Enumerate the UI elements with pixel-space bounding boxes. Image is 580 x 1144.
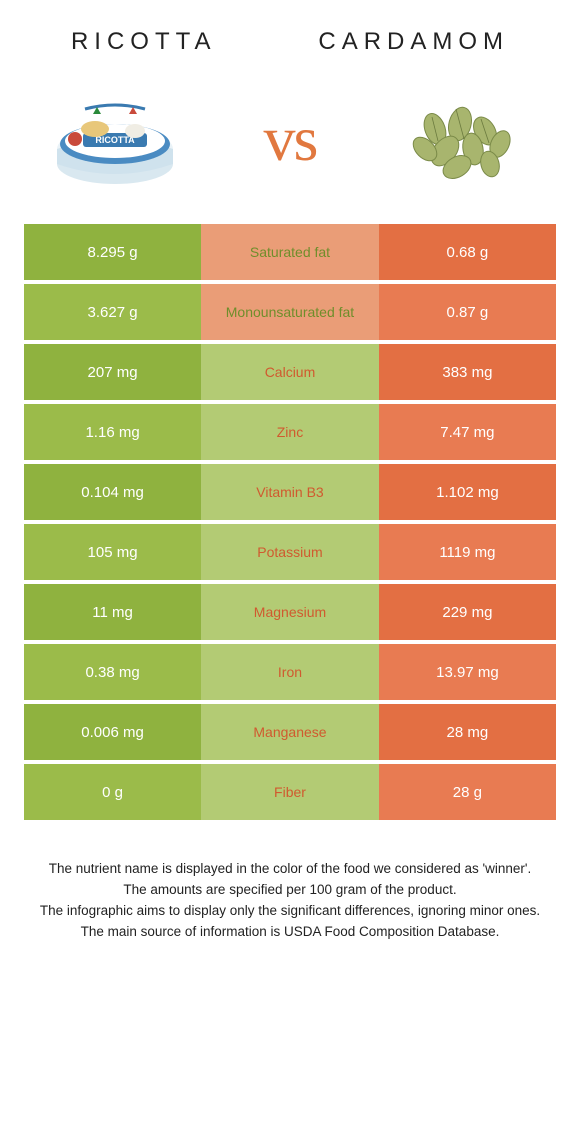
footer-line: The amounts are specified per 100 gram o…	[30, 881, 550, 900]
left-value: 207 mg	[24, 344, 201, 400]
nutrient-label: Magnesium	[201, 584, 379, 640]
vs-label: vs	[264, 102, 317, 176]
ricotta-image: RICOTTA	[40, 84, 190, 194]
table-row: 11 mgMagnesium229 mg	[24, 584, 556, 640]
nutrient-label: Zinc	[201, 404, 379, 460]
nutrient-label: Monounsaturated fat	[201, 284, 379, 340]
comparison-table: 8.295 gSaturated fat0.68 g3.627 gMonouns…	[24, 224, 556, 820]
left-value: 0.104 mg	[24, 464, 201, 520]
footer-line: The nutrient name is displayed in the co…	[30, 860, 550, 879]
table-row: 0 gFiber28 g	[24, 764, 556, 820]
right-value: 1119 mg	[379, 524, 556, 580]
footer-line: The infographic aims to display only the…	[30, 902, 550, 921]
right-value: 229 mg	[379, 584, 556, 640]
nutrient-label: Manganese	[201, 704, 379, 760]
left-value: 105 mg	[24, 524, 201, 580]
right-value: 28 g	[379, 764, 556, 820]
images-row: RICOTTA vs	[0, 64, 580, 224]
table-row: 3.627 gMonounsaturated fat0.87 g	[24, 284, 556, 340]
right-value: 13.97 mg	[379, 644, 556, 700]
table-row: 1.16 mgZinc7.47 mg	[24, 404, 556, 460]
table-row: 0.38 mgIron13.97 mg	[24, 644, 556, 700]
left-value: 3.627 g	[24, 284, 201, 340]
footer-line: The main source of information is USDA F…	[30, 923, 550, 942]
nutrient-label: Vitamin B3	[201, 464, 379, 520]
right-value: 7.47 mg	[379, 404, 556, 460]
left-value: 8.295 g	[24, 224, 201, 280]
nutrient-label: Iron	[201, 644, 379, 700]
table-row: 8.295 gSaturated fat0.68 g	[24, 224, 556, 280]
nutrient-label: Calcium	[201, 344, 379, 400]
left-value: 0.38 mg	[24, 644, 201, 700]
left-value: 11 mg	[24, 584, 201, 640]
right-value: 383 mg	[379, 344, 556, 400]
right-value: 28 mg	[379, 704, 556, 760]
left-value: 0.006 mg	[24, 704, 201, 760]
right-value: 0.87 g	[379, 284, 556, 340]
nutrient-label: Fiber	[201, 764, 379, 820]
right-value: 1.102 mg	[379, 464, 556, 520]
nutrient-label: Saturated fat	[201, 224, 379, 280]
left-value: 0 g	[24, 764, 201, 820]
nutrient-label: Potassium	[201, 524, 379, 580]
cardamom-image	[390, 84, 540, 194]
right-value: 0.68 g	[379, 224, 556, 280]
table-row: 105 mgPotassium1119 mg	[24, 524, 556, 580]
table-row: 0.104 mgVitamin B31.102 mg	[24, 464, 556, 520]
header: RICOTTA CARDAMOM	[0, 0, 580, 64]
footer-notes: The nutrient name is displayed in the co…	[30, 860, 550, 942]
left-value: 1.16 mg	[24, 404, 201, 460]
table-row: 207 mgCalcium383 mg	[24, 344, 556, 400]
right-title: CARDAMOM	[318, 28, 509, 56]
left-title: RICOTTA	[71, 28, 217, 56]
table-row: 0.006 mgManganese28 mg	[24, 704, 556, 760]
